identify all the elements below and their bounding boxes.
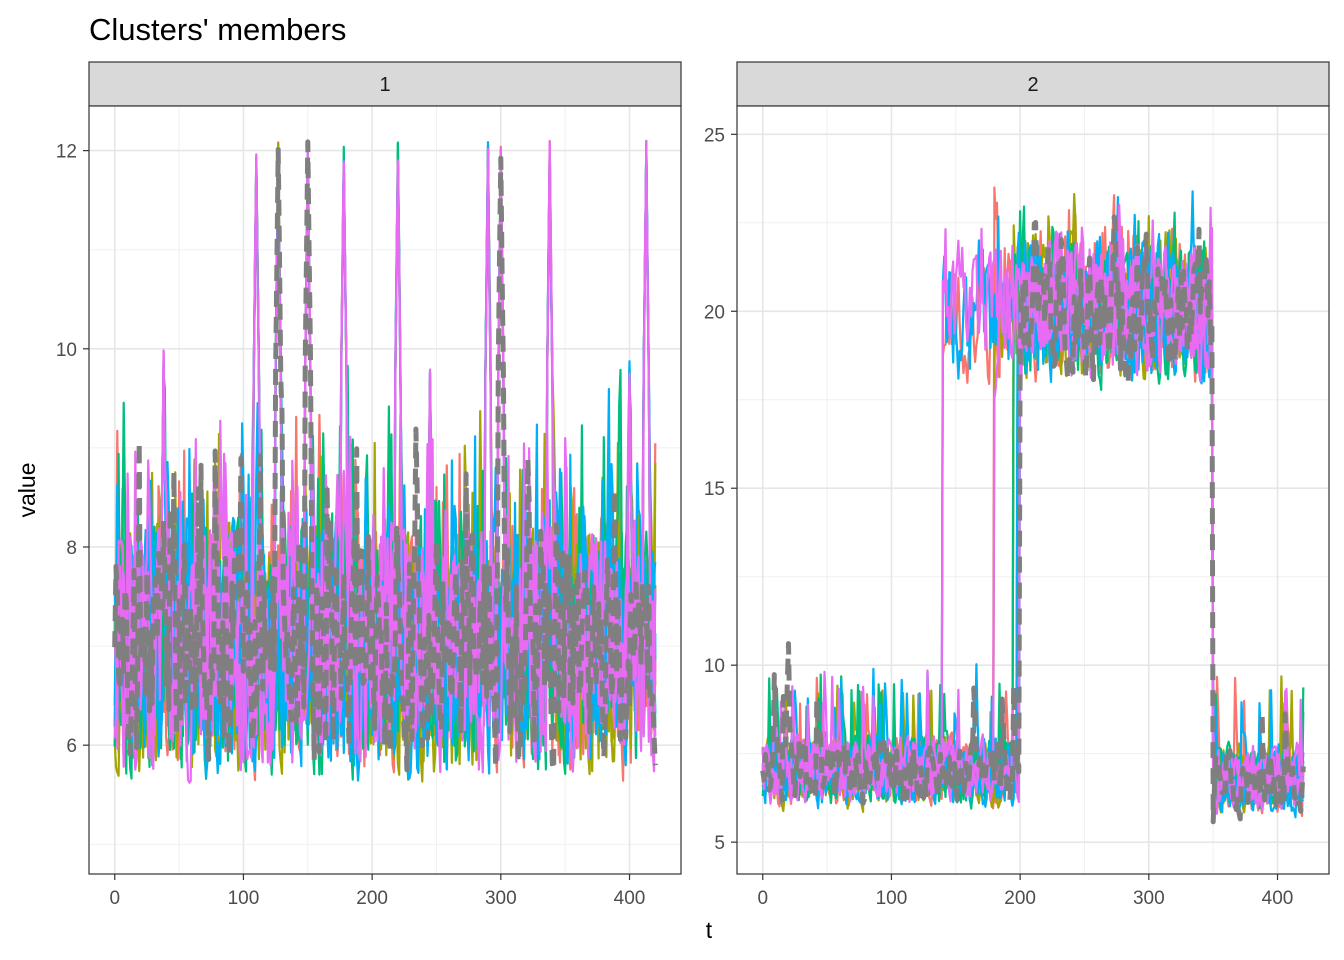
facet-panel-2: 2 0 100 200 300 400 5 10 15 20 25 xyxy=(704,61,1330,909)
x-tick-label: 300 xyxy=(485,888,517,909)
y-tick-label: 5 xyxy=(714,833,725,854)
x-tick-label: 200 xyxy=(356,888,388,909)
y-tick-label: 20 xyxy=(704,302,725,323)
prototype-series-line xyxy=(760,214,1306,825)
y-tick-label: 12 xyxy=(56,142,77,163)
series-group-2 xyxy=(760,186,1306,825)
facet-strip-2 xyxy=(736,61,1330,107)
prototype-series-line xyxy=(112,139,658,773)
facet-strip-1 xyxy=(88,61,682,107)
series-group-1 xyxy=(112,139,658,784)
axis-ticks-1: 0 100 200 300 400 6 8 10 12 xyxy=(56,142,646,909)
plot-border-1 xyxy=(88,105,682,875)
facet-panel-1: 1 0 100 200 300 400 6 8 10 12 xyxy=(56,61,682,909)
y-axis-title: value xyxy=(14,463,40,518)
facet-strip-label-1: 1 xyxy=(379,74,390,96)
y-tick-label: 10 xyxy=(56,340,77,361)
x-axis-title: t xyxy=(706,917,713,943)
x-tick-label: 0 xyxy=(109,888,120,909)
x-tick-label: 400 xyxy=(1262,888,1294,909)
x-tick-label: 400 xyxy=(614,888,646,909)
x-tick-label: 200 xyxy=(1004,888,1036,909)
y-tick-label: 8 xyxy=(66,538,77,559)
y-tick-label: 6 xyxy=(66,736,77,757)
x-tick-label: 100 xyxy=(876,888,908,909)
x-tick-label: 300 xyxy=(1133,888,1165,909)
y-tick-label: 25 xyxy=(704,125,725,146)
y-tick-label: 10 xyxy=(704,656,725,677)
y-tick-label: 15 xyxy=(704,479,725,500)
chart-title: Clusters' members xyxy=(89,12,346,47)
axis-ticks-2: 0 100 200 300 400 5 10 15 20 25 xyxy=(704,125,1294,909)
x-tick-label: 100 xyxy=(228,888,260,909)
plot-border-2 xyxy=(736,105,1330,875)
x-tick-label: 0 xyxy=(757,888,768,909)
facet-strip-label-2: 2 xyxy=(1027,74,1038,96)
